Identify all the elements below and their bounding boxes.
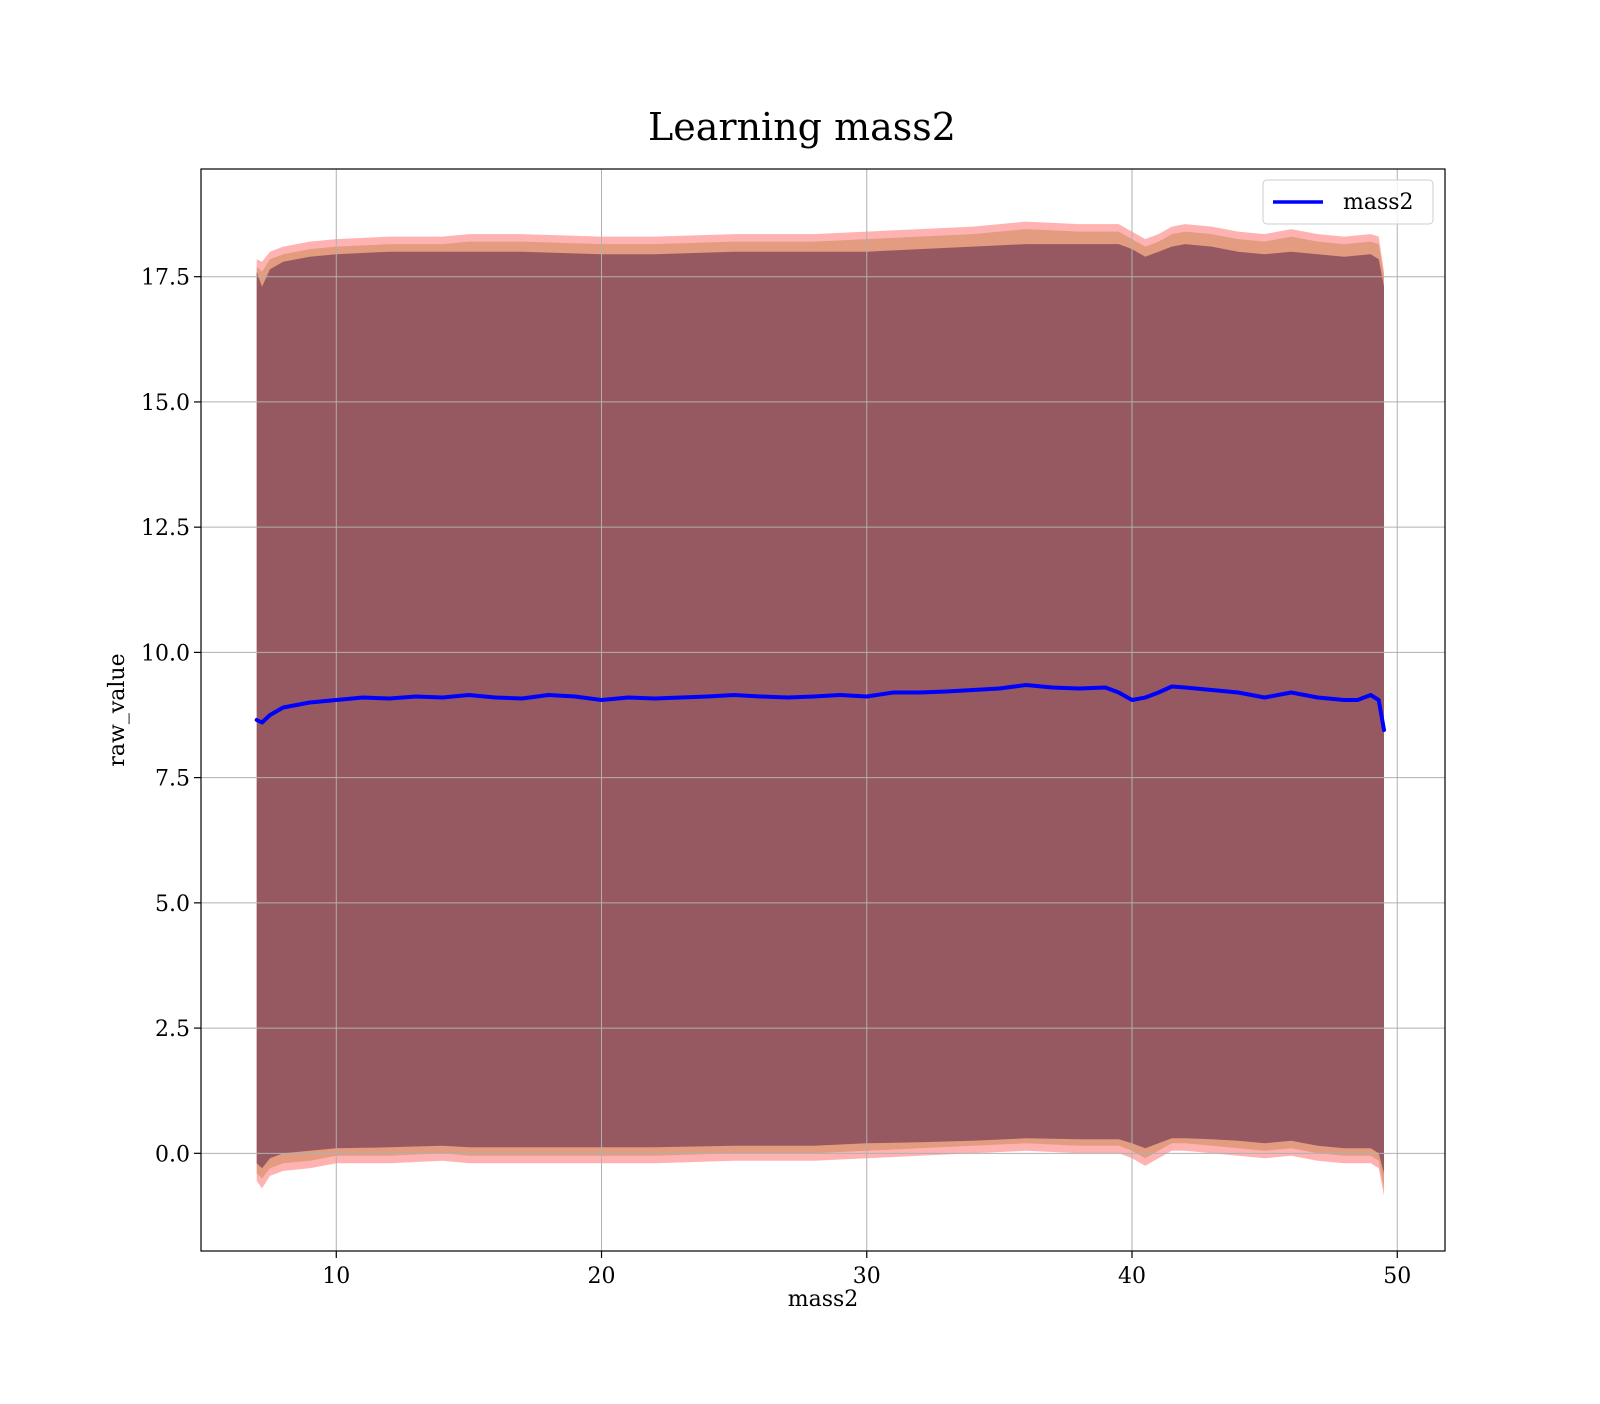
grid bbox=[201, 169, 1445, 1251]
x-tick-label: 40 bbox=[1118, 1264, 1146, 1289]
series-layer bbox=[254, 683, 1386, 732]
y-tick-label: 7.5 bbox=[155, 767, 190, 792]
y-tick-label: 12.5 bbox=[141, 516, 190, 541]
y-tick-label: 5.0 bbox=[155, 892, 190, 917]
band-layer bbox=[256, 221, 1385, 1196]
chart-title: Learning mass2 bbox=[648, 105, 956, 149]
x-axis-label: mass2 bbox=[788, 1287, 859, 1312]
legend: mass2 bbox=[1262, 179, 1434, 225]
plot-area-frame bbox=[200, 168, 1446, 1252]
legend-box bbox=[1262, 179, 1434, 225]
confidence-band-3 bbox=[256, 244, 1385, 1174]
x-tick-label: 30 bbox=[853, 1264, 881, 1289]
x-tick-label: 10 bbox=[322, 1264, 350, 1289]
y-tick-label: 15.0 bbox=[141, 391, 190, 416]
y-axis-label: raw_value bbox=[105, 653, 130, 766]
x-tick-label: 20 bbox=[588, 1264, 616, 1289]
series-line-mass2 bbox=[254, 683, 1386, 732]
legend-label: mass2 bbox=[1343, 190, 1414, 215]
axis-ticks: 10 20 30 40 50 0.0 2.5 5.0 7.5 10.0 12.5 15.0 17.5 bbox=[141, 266, 1411, 1289]
y-tick-label: 2.5 bbox=[155, 1017, 190, 1042]
y-tick-label: 0.0 bbox=[155, 1142, 190, 1167]
y-tick-label: 17.5 bbox=[141, 266, 190, 291]
y-tick-label: 10.0 bbox=[141, 641, 190, 666]
x-tick-label: 50 bbox=[1383, 1264, 1411, 1289]
